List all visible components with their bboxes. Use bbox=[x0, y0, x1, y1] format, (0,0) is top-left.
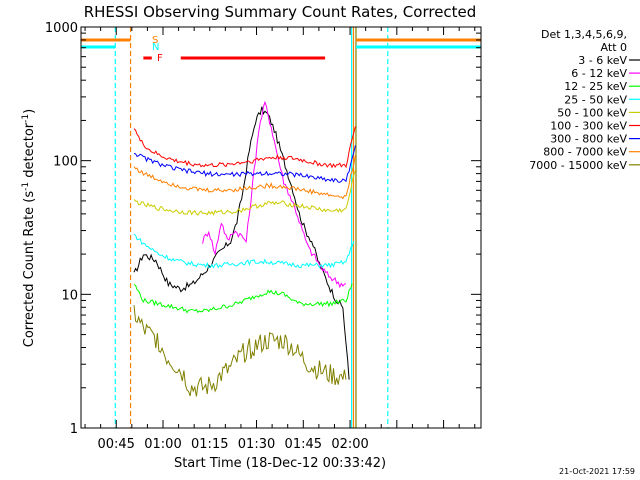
x-tick-label-2: 01:15 bbox=[191, 437, 228, 452]
series-line-6 bbox=[133, 145, 356, 183]
series-line-5 bbox=[133, 126, 356, 169]
plot-area: SNF bbox=[81, 27, 481, 428]
y-tick-label-1: 10 bbox=[61, 288, 78, 303]
legend-label-5: 100 - 300 keV bbox=[550, 120, 627, 133]
legend-header-line-1: Det 1,3,4,5,6,9, bbox=[541, 28, 627, 41]
flag-S-label: S bbox=[152, 35, 158, 46]
y-axis-title-middle: detector bbox=[22, 122, 37, 182]
series-line-0 bbox=[133, 106, 350, 380]
x-tick-label-4: 01:45 bbox=[285, 437, 322, 452]
legend-label-4: 50 - 100 keV bbox=[557, 106, 627, 119]
legend-label-7: 800 - 7000 keV bbox=[543, 146, 627, 159]
legend-label-6: 300 - 800 keV bbox=[550, 133, 627, 146]
x-tick-label-5: 02:00 bbox=[331, 437, 368, 452]
series-line-2 bbox=[133, 283, 353, 314]
series-line-4 bbox=[133, 169, 356, 216]
flag-N-label: N bbox=[152, 42, 159, 53]
y-axis-title-exponent-1: -1 bbox=[21, 182, 31, 191]
y-tick-label-2: 100 bbox=[53, 155, 78, 170]
x-tick-label-3: 01:30 bbox=[238, 437, 275, 452]
x-tick-label-0: 00:45 bbox=[97, 437, 134, 452]
series-line-8 bbox=[133, 305, 347, 397]
chart-title: RHESSI Observing Summary Count Rates, Co… bbox=[84, 3, 477, 21]
y-axis-title-exponent-2: -1 bbox=[21, 114, 31, 123]
series-line-7 bbox=[133, 155, 356, 200]
legend-label-3: 25 - 50 keV bbox=[564, 93, 627, 106]
y-axis-title-end: ) bbox=[22, 109, 37, 114]
y-axis-title-main: Corrected Count Rate (s bbox=[22, 191, 37, 348]
x-tick-label-1: 01:00 bbox=[144, 437, 181, 452]
legend-label-1: 6 - 12 keV bbox=[571, 67, 627, 80]
generation-date: 21-Oct-2021 17:59 bbox=[559, 467, 635, 476]
legend-label-8: 7000 - 15000 keV bbox=[529, 159, 627, 172]
series-line-1 bbox=[202, 100, 347, 289]
legend-header-line-2: Att 0 bbox=[601, 41, 627, 54]
flag-F-label: F bbox=[157, 53, 163, 64]
y-tick-label-0: 1 bbox=[70, 422, 78, 437]
legend-label-0: 3 - 6 keV bbox=[578, 54, 627, 67]
y-tick-label-3: 1000 bbox=[45, 21, 78, 36]
axes: 1 10 100 1000 00:45 01:00 01:15 01:30 01:45 02:00 bbox=[45, 21, 481, 452]
y-axis-title: Corrected Count Rate (s-1 detector-1) bbox=[21, 109, 37, 347]
x-axis-title: Start Time (18-Dec-12 00:33:42) bbox=[174, 456, 386, 471]
legend-label-2: 12 - 25 keV bbox=[564, 80, 627, 93]
plot-frame bbox=[80, 26, 482, 429]
series-line-3 bbox=[133, 233, 355, 269]
